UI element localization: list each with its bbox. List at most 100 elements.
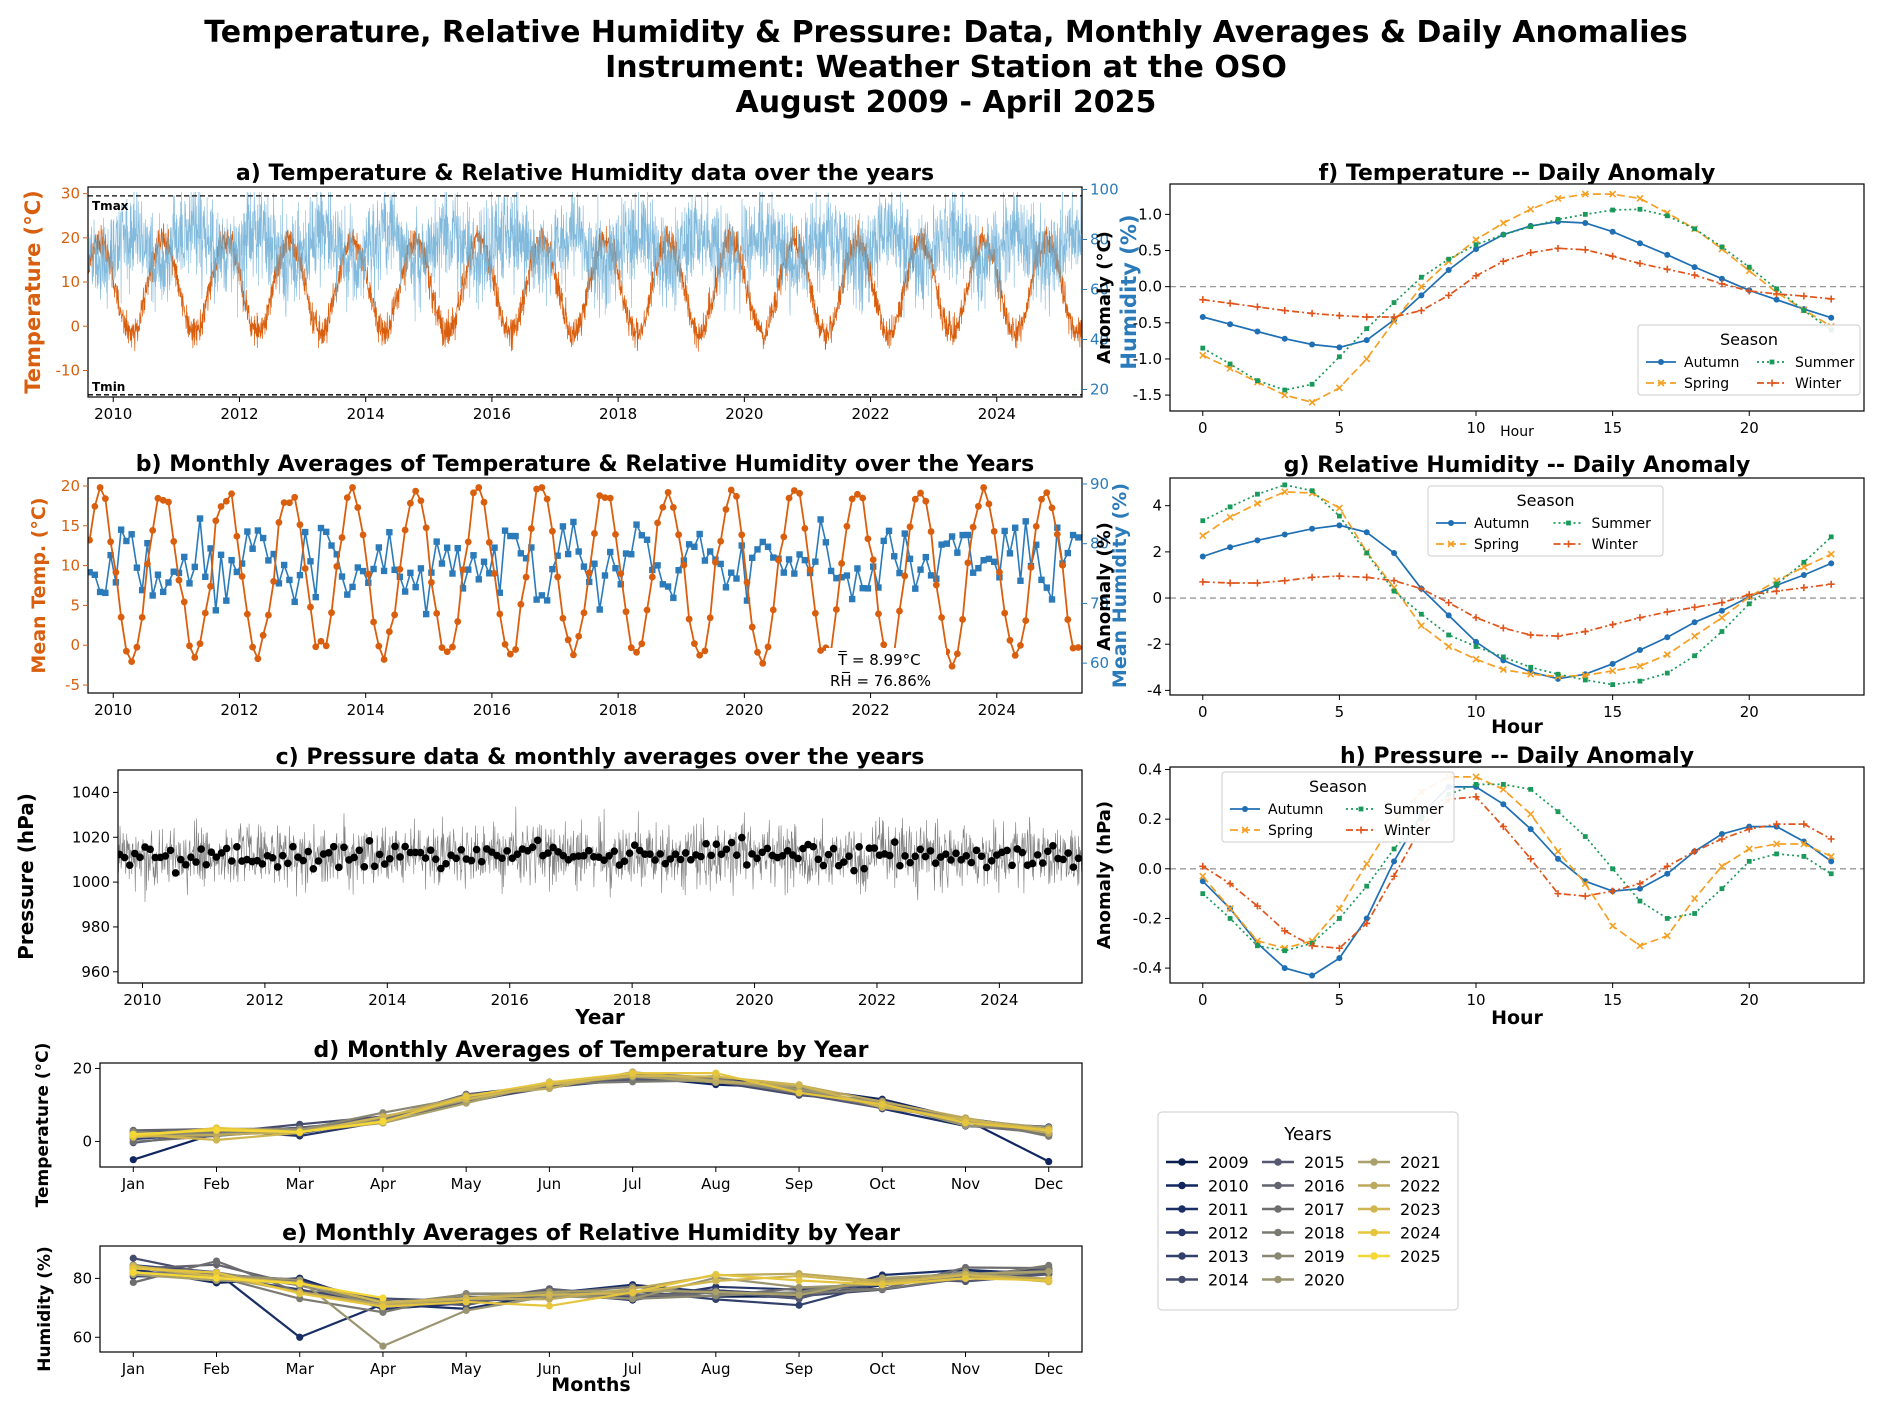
mean-humidity-marker [959, 531, 966, 539]
year-2023-marker [212, 1136, 221, 1144]
mean-humidity-marker [496, 589, 503, 596]
mean-temp-marker [96, 484, 104, 491]
pressure-monthly-marker [885, 851, 894, 860]
mean-temp-marker [196, 640, 204, 648]
mean-temp-marker [817, 647, 825, 654]
pressure-monthly-marker [166, 846, 175, 855]
mean-temp-marker [338, 534, 346, 541]
panel-e-plot [129, 1254, 1053, 1350]
pressure-monthly-marker [620, 857, 629, 866]
series-autumn-marker [1363, 915, 1370, 922]
series-winter-marker [1281, 307, 1289, 315]
series-winter-marker [1745, 591, 1753, 599]
pressure-monthly-marker [942, 850, 950, 859]
series-summer-marker [1282, 482, 1288, 488]
panel-d-xtick-label: Mar [286, 1175, 315, 1193]
series-summer-marker [1555, 809, 1561, 815]
panel-a-xtick-label: 2022 [851, 405, 889, 423]
mean-temp-marker [454, 618, 462, 625]
years-legend-2016-label: 2016 [1304, 1177, 1345, 1196]
panel-h-plot [1170, 773, 1864, 979]
series-winter-marker [1199, 862, 1207, 870]
mean-temp-marker [370, 618, 377, 626]
mean-temp-marker [980, 484, 988, 491]
series-summer-marker [1391, 300, 1397, 305]
pressure-monthly-marker [737, 833, 746, 842]
mean-humidity-marker [706, 548, 714, 555]
series-spring-marker [1609, 667, 1617, 675]
mean-humidity-marker [696, 530, 703, 538]
series-summer-marker [1255, 943, 1260, 949]
series-autumn-marker [1336, 344, 1343, 351]
mean-humidity-marker [112, 579, 120, 586]
panel-e-title: e) Monthly Averages of Relative Humidity… [282, 1221, 900, 1246]
pressure-monthly-marker [416, 848, 425, 857]
mean-temp-marker [748, 623, 756, 631]
mean-humidity-marker [428, 569, 435, 576]
mean-humidity-marker [854, 565, 861, 572]
year-2024-marker [712, 1069, 720, 1077]
series-summer-marker [1774, 286, 1779, 292]
pressure-monthly-marker [579, 852, 588, 860]
panel-c-plot [118, 806, 1082, 903]
mean-humidity-marker [123, 537, 130, 545]
legend-summer-label: Summer [1384, 802, 1444, 818]
series-summer-marker [1391, 588, 1397, 594]
mean-temp-marker [470, 489, 477, 497]
series-winter-marker [1636, 614, 1644, 622]
pressure-monthly-marker [477, 857, 486, 866]
mean-humidity-marker [749, 554, 756, 562]
series-autumn-marker [1254, 537, 1261, 544]
mean-temp-marker [1053, 530, 1061, 538]
panel-e-ytick-label: 80 [73, 1269, 92, 1287]
years-legend-2009-marker [1178, 1158, 1186, 1166]
mean-humidity-marker [217, 551, 225, 558]
mean-humidity-marker [317, 524, 325, 532]
mean-temp-marker [396, 565, 404, 573]
mean-temp-marker [659, 503, 667, 511]
panel-a-ylabel-left: Temperature (°C) [21, 190, 45, 393]
mean-humidity-marker [722, 584, 730, 591]
mean-humidity-marker [1006, 550, 1014, 557]
series-spring-marker [1226, 904, 1234, 913]
mean-humidity-marker [465, 566, 472, 573]
year-2024-marker [545, 1078, 553, 1086]
mean-temp-marker [654, 519, 661, 527]
panel-b-plot [88, 484, 1082, 670]
pressure-monthly-marker [227, 857, 236, 865]
panel-c-xtick-label: 2024 [980, 991, 1018, 1009]
year-2024-marker [462, 1092, 470, 1100]
mean-temp-marker [307, 603, 314, 611]
mean-humidity-marker [622, 550, 630, 557]
mean-temp-marker [1059, 561, 1066, 569]
pressure-monthly-marker [666, 855, 675, 863]
series-spring-marker [1308, 398, 1316, 406]
panel-g-ytick-label: 0 [1152, 589, 1162, 607]
mean-temp-marker [122, 647, 130, 655]
mean-humidity-marker [117, 526, 125, 533]
panel-e-xtick-label: Sep [785, 1360, 813, 1378]
series-summer-marker [1719, 629, 1725, 634]
mean-temp-marker [485, 539, 493, 546]
series-summer-marker [1637, 898, 1643, 904]
panel-e-xtick-label: Jan [121, 1360, 145, 1378]
pressure-monthly-marker [712, 840, 721, 848]
panel-g-frame [1169, 477, 1865, 696]
mean-temp-marker [733, 493, 740, 500]
panel-c-ytick-label: 1000 [72, 873, 110, 891]
year-2024-marker [629, 1288, 637, 1296]
series-winter-marker [1827, 580, 1835, 588]
series-summer-marker [1774, 581, 1779, 587]
legend-spring-label: Spring [1268, 823, 1313, 839]
pressure-monthly-marker [284, 859, 292, 868]
mean-temp-marker [527, 525, 535, 532]
series-summer-marker [1446, 256, 1452, 262]
pressure-monthly-marker [952, 849, 960, 858]
pressure-monthly-marker [187, 853, 195, 862]
mean-temp-marker [722, 506, 730, 513]
series-summer-marker [1337, 916, 1342, 921]
mean-temp-marker [1022, 617, 1030, 625]
series-winter-marker [1281, 927, 1289, 935]
series-autumn-marker [1773, 296, 1780, 303]
